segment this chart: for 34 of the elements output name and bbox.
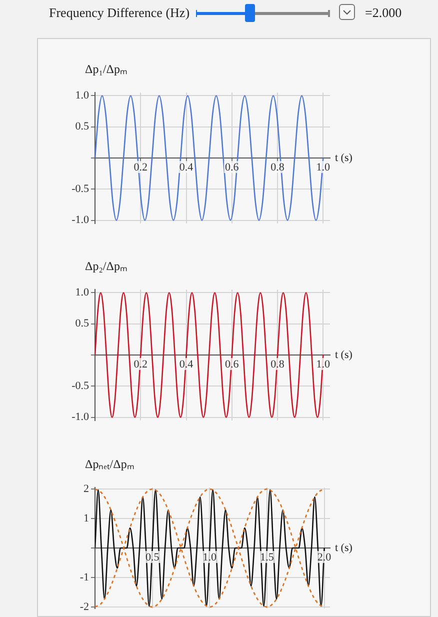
y-tick-label: -1 bbox=[80, 571, 89, 584]
y-axis-title: Δp₁/Δpₘ bbox=[85, 61, 127, 77]
y-tick-label: -1.0 bbox=[72, 214, 90, 226]
x-tick-label: 0.6 bbox=[225, 161, 240, 174]
x-tick-label: 0.8 bbox=[270, 161, 285, 174]
x-tick-label: 0.2 bbox=[134, 358, 148, 370]
x-tick-label: 0.2 bbox=[134, 161, 148, 174]
x-tick-label: 1.5 bbox=[260, 551, 274, 564]
x-tick-label: 0.4 bbox=[179, 161, 194, 174]
x-axis-title: t (s) bbox=[335, 348, 353, 361]
x-axis-title: t (s) bbox=[335, 542, 353, 554]
y-tick-label: 0.5 bbox=[75, 318, 90, 330]
y-axis-title: Δpₙₑₜ/Δpₘ bbox=[85, 456, 134, 472]
text: =2.000 bbox=[365, 5, 402, 21]
y-axis-title: Δp₂/Δpₘ bbox=[85, 258, 127, 274]
text: Frequency Difference (Hz) bbox=[49, 5, 190, 21]
x-tick-label: 0.8 bbox=[270, 358, 285, 370]
x-tick-label: 0.4 bbox=[179, 358, 194, 370]
x-tick-label: 0.5 bbox=[145, 551, 160, 564]
y-tick-label: -1.0 bbox=[72, 411, 90, 424]
y-tick-label: -0.5 bbox=[72, 183, 90, 196]
y-tick-label: 2 bbox=[84, 482, 89, 495]
y-tick-label: 1.0 bbox=[75, 90, 90, 102]
x-tick-label: 2.0 bbox=[317, 551, 332, 564]
y-tick-label: 1 bbox=[84, 512, 89, 524]
x-tick-label: 1.0 bbox=[316, 161, 331, 174]
y-tick-label: -2 bbox=[80, 600, 89, 613]
x-tick-label: 1.0 bbox=[202, 551, 218, 564]
x-tick-label: 0.6 bbox=[225, 358, 240, 370]
x-tick-label: 1.0 bbox=[316, 358, 331, 370]
y-tick-label: 0.5 bbox=[75, 120, 90, 133]
y-tick-label: 1.0 bbox=[75, 286, 90, 299]
x-axis-title: t (s) bbox=[335, 152, 353, 164]
y-tick-label: -0.5 bbox=[72, 380, 90, 392]
